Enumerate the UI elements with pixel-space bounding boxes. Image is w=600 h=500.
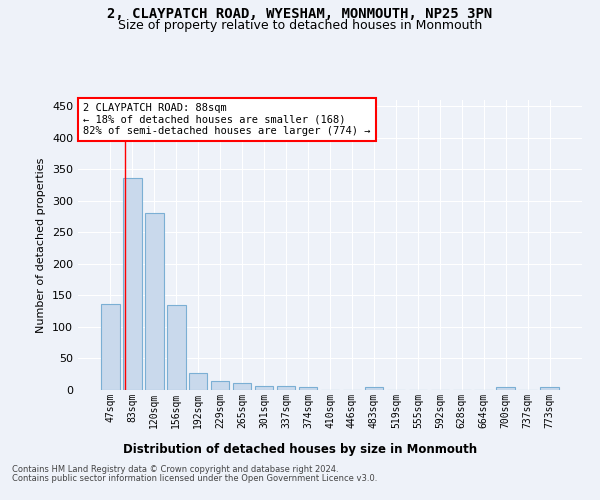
Bar	[277, 386, 295, 390]
Bar	[299, 387, 317, 390]
Text: Size of property relative to detached houses in Monmouth: Size of property relative to detached ho…	[118, 19, 482, 32]
Bar	[496, 387, 515, 390]
Bar	[255, 386, 274, 390]
Bar	[167, 305, 185, 390]
Bar	[233, 383, 251, 390]
Bar	[189, 373, 208, 390]
Bar	[145, 213, 164, 390]
Bar	[101, 304, 119, 390]
Text: Contains HM Land Registry data © Crown copyright and database right 2024.: Contains HM Land Registry data © Crown c…	[12, 465, 338, 474]
Bar	[123, 178, 142, 390]
Y-axis label: Number of detached properties: Number of detached properties	[37, 158, 46, 332]
Text: Distribution of detached houses by size in Monmouth: Distribution of detached houses by size …	[123, 442, 477, 456]
Bar	[211, 380, 229, 390]
Bar	[365, 387, 383, 390]
Text: Contains public sector information licensed under the Open Government Licence v3: Contains public sector information licen…	[12, 474, 377, 483]
Text: 2, CLAYPATCH ROAD, WYESHAM, MONMOUTH, NP25 3PN: 2, CLAYPATCH ROAD, WYESHAM, MONMOUTH, NP…	[107, 8, 493, 22]
Bar	[541, 387, 559, 390]
Text: 2 CLAYPATCH ROAD: 88sqm
← 18% of detached houses are smaller (168)
82% of semi-d: 2 CLAYPATCH ROAD: 88sqm ← 18% of detache…	[83, 103, 371, 136]
